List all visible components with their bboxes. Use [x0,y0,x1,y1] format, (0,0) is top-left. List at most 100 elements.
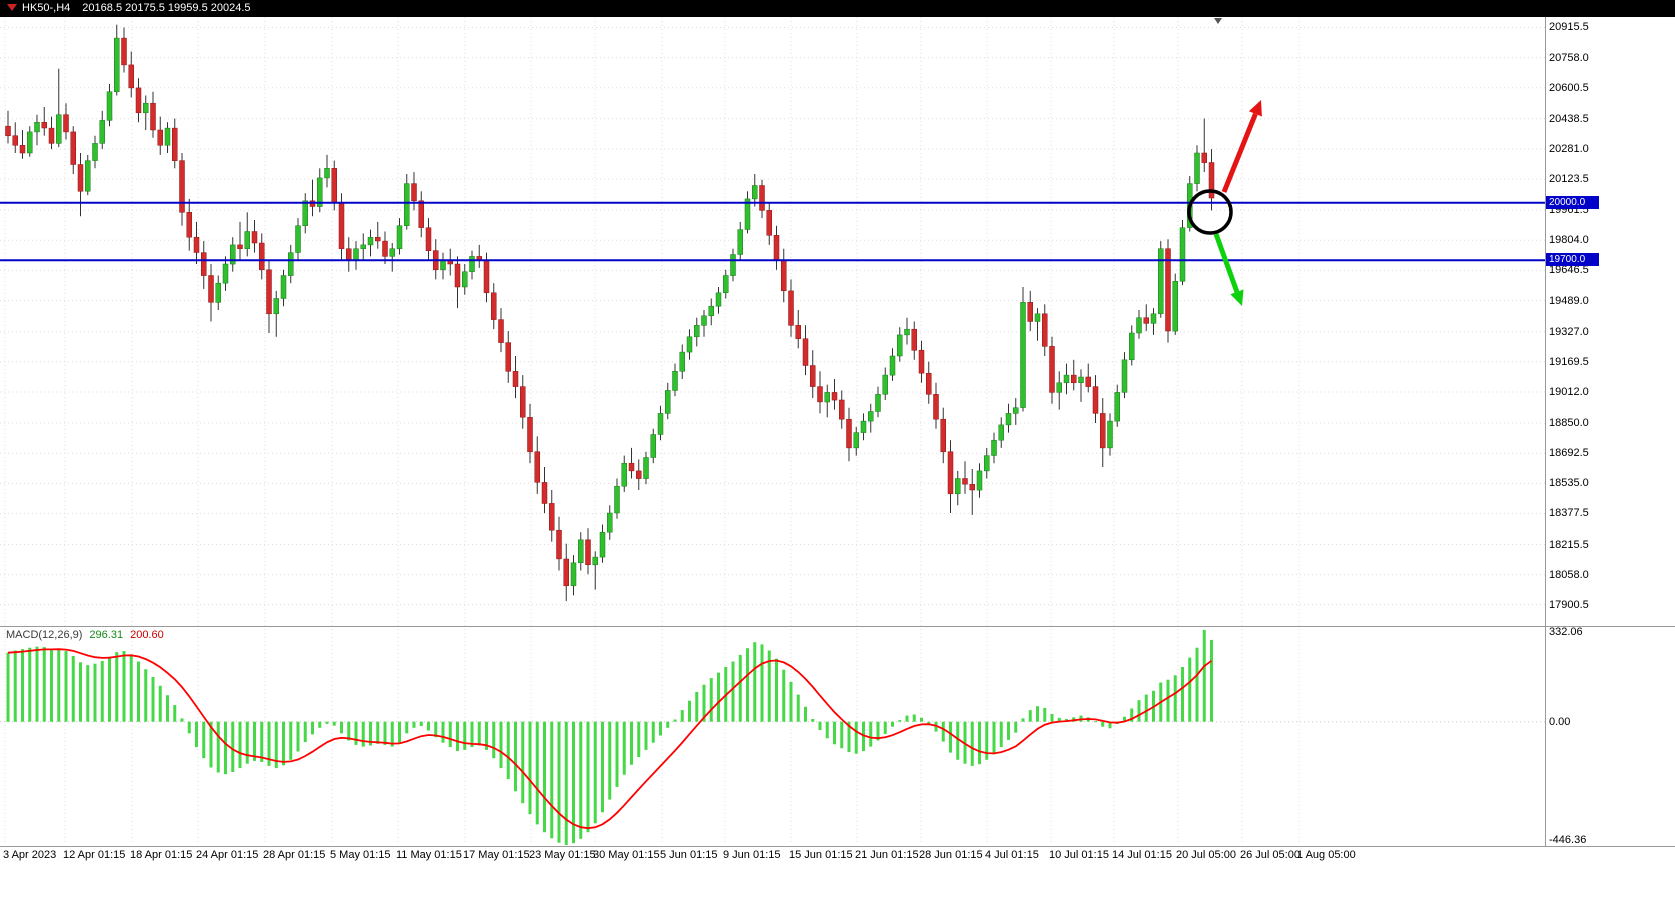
macd-main-value: 296.31 [89,629,124,641]
candle [360,233,366,261]
candle [853,426,859,456]
candle [585,528,591,575]
symbol-marker-icon [7,4,17,12]
macd-histogram-bar [753,642,757,722]
macd-histogram-bar [180,718,184,722]
candle [251,220,258,253]
macd-histogram-bar [129,654,133,722]
macd-histogram-bar [927,721,931,724]
chart-title-bar: HK50-,H4 20168.5 20175.5 19959.5 20024.5 [0,0,1675,17]
macd-histogram-bar [1043,707,1047,722]
candle [1129,325,1135,366]
macd-histogram-bar [514,721,517,792]
macd-histogram-bar [274,721,278,769]
annotation-circle[interactable] [1187,189,1233,235]
candle [288,244,294,284]
candle [621,455,627,492]
macd-histogram-bar [282,721,285,766]
candle [353,241,359,270]
macd-histogram-bar [187,721,191,734]
candle [904,317,910,345]
candle [454,256,461,309]
macd-signal-line [7,648,1213,830]
candle [208,264,214,322]
candle [389,243,395,272]
macd-histogram-bar [122,651,126,722]
candle [237,221,243,261]
macd-histogram-bar [1144,694,1148,722]
candle [440,252,446,280]
chart-shift-marker [1214,18,1222,24]
macd-histogram-bar [847,721,851,753]
macd-histogram-bar [1108,721,1112,729]
macd-histogram-bar [441,721,445,743]
candle [534,436,540,494]
candle [1114,384,1120,427]
macd-histogram-bar [767,650,771,722]
macd-histogram-bar [463,721,467,750]
candle [926,361,932,404]
annotation-arrow-down[interactable] [1213,233,1244,306]
macd-histogram-bar [64,651,68,722]
macd-histogram-bar [680,710,684,722]
candle [643,451,649,485]
macd-histogram-bar [804,706,807,722]
candle [266,260,272,333]
candle [759,179,765,219]
macd-histogram-bar [920,717,923,722]
macd-histogram-bar [1050,714,1054,722]
candle [469,250,475,280]
macd-histogram-bar [231,721,235,772]
candle [317,168,323,213]
candle [846,407,852,462]
macd-histogram-bar [405,721,409,734]
macd-histogram-bar [528,721,532,815]
macd-histogram-bar [1028,710,1032,722]
candle [650,428,656,464]
candle [875,386,881,418]
macd-histogram-bar [644,721,648,750]
candle [998,417,1004,448]
macd-histogram-bar [731,661,735,722]
macd-histogram-bar [195,721,198,748]
candle [215,275,221,310]
candle [520,375,526,429]
macd-histogram-bar [216,721,220,773]
candle [27,126,33,157]
macd-histogram-bar [42,647,46,722]
candle [164,122,171,153]
candle [63,103,69,140]
macd-histogram-bar [949,721,952,753]
macd-histogram-bar [108,656,111,722]
candle [628,447,635,479]
macd-histogram-bar [35,646,39,722]
candle [976,463,983,498]
candle [1179,220,1186,286]
macd-histogram-bar [1166,679,1170,722]
candle [1078,369,1084,402]
symbol-period-label: HK50-,H4 [22,2,71,14]
macd-histogram-bar [818,721,822,730]
annotation-arrow-up[interactable] [1221,100,1262,193]
candle [686,329,693,360]
macd-histogram-bar [1181,667,1184,722]
macd-histogram-bar [390,721,394,747]
macd-histogram-bar [709,678,713,722]
macd-histogram-bar [775,658,778,722]
candle [491,283,497,330]
macd-histogram-bar [862,721,865,751]
candle [1201,118,1207,173]
candle [70,126,76,174]
candle [1005,403,1012,433]
macd-histogram-bar [992,721,996,755]
candle [179,153,185,226]
macd-histogram-bar [557,721,561,843]
macd-histogram-bar [1014,721,1018,733]
macd-histogram-bar [651,721,655,743]
candle [396,218,403,255]
macd-histogram-bar [434,721,438,738]
candle [244,212,250,257]
macd-histogram-bar [115,652,119,722]
